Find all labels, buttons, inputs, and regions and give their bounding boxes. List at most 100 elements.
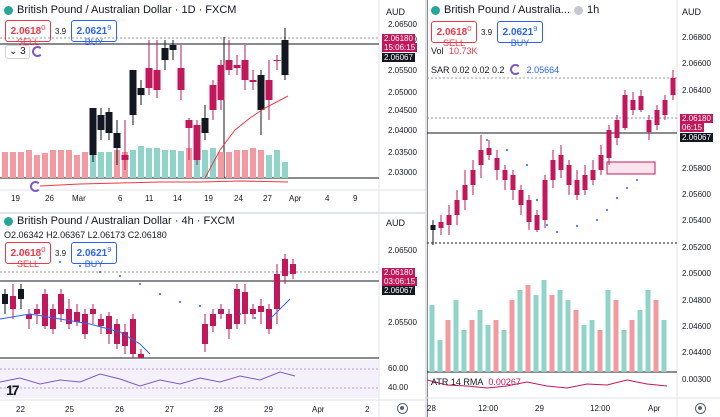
h1-buy-button[interactable]: 2.06219 BUY <box>497 21 543 48</box>
refresh-icon[interactable] <box>510 64 522 75</box>
volume-bar <box>250 148 256 178</box>
candle-body <box>26 314 32 319</box>
candle-body <box>106 316 112 334</box>
h4-chart-title[interactable]: British Pound / Australian Dollar · 4h ·… <box>17 215 235 227</box>
candle-body <box>18 289 24 299</box>
sar-dot <box>596 219 598 221</box>
candle-body <box>518 190 524 205</box>
volume-bar <box>58 150 64 178</box>
candle-body <box>218 309 224 314</box>
candle-body <box>510 175 516 190</box>
h4-sell-button[interactable]: 2.06180 SELL <box>5 242 51 269</box>
volume-bar <box>162 150 168 178</box>
candle-body <box>34 309 40 314</box>
ohlc-l: 2.06173 <box>92 230 126 240</box>
sar-dot <box>179 301 181 303</box>
volume-bar <box>130 150 136 178</box>
volume-bar <box>517 290 523 372</box>
volume-bar <box>170 150 176 178</box>
market-open-dot-icon <box>431 5 440 15</box>
volume-bar <box>266 155 272 178</box>
h4-buy-button[interactable]: 2.06219 BUY <box>71 242 117 269</box>
h1-axis-unit[interactable]: AUD <box>682 7 702 17</box>
volume-bar <box>218 152 224 178</box>
daily-chart-header: British Pound / Australian Dollar · 1D ·… <box>4 4 236 16</box>
h4-x-tick: 28 <box>214 405 223 414</box>
sar-indicator-label[interactable]: SAR 0.02 0.02 0.2 2.05664 <box>431 62 559 75</box>
oscillator-refresh-icon[interactable] <box>30 181 41 192</box>
gear-icon[interactable] <box>695 403 706 414</box>
daily-buy-label: BUY <box>84 37 104 47</box>
candle-body <box>542 180 548 220</box>
volume-bar <box>18 152 24 178</box>
daily-sell-label: SELL <box>16 37 40 47</box>
daily-sell-price: 2.0618 <box>10 26 42 37</box>
horizontal-divider[interactable] <box>0 212 425 214</box>
h4-spread: 3.9 <box>55 249 67 258</box>
candle-body <box>241 60 249 80</box>
daily-x-tick: 19 <box>11 194 20 203</box>
h1-chart-title[interactable]: British Pound / Australia... <box>444 4 570 16</box>
daily-countdown: 15:06:15 <box>382 43 418 52</box>
four-hour-chart-canvas[interactable] <box>0 214 425 417</box>
daily-x-tick: 14 <box>173 194 182 203</box>
daily-chart-canvas[interactable] <box>0 0 425 212</box>
sar-value: 2.05664 <box>526 65 560 75</box>
sar-dot <box>239 313 241 315</box>
h1-x-tick: 12:00 <box>478 404 499 413</box>
sar-dot <box>616 197 618 199</box>
sar-dot <box>576 225 578 227</box>
daily-buy-button[interactable]: 2.06219 BUY <box>71 20 117 47</box>
daily-x-tick: 11 <box>145 194 154 203</box>
candle-body <box>234 289 240 324</box>
h1-timeframe[interactable]: 1h <box>586 4 600 16</box>
daily-sell-sup: 0 <box>41 23 46 32</box>
candle-body <box>670 78 676 95</box>
h4-x-tick: 29 <box>264 405 273 414</box>
daily-chart-panel[interactable]: British Pound / Australian Dollar · 1D ·… <box>0 0 425 212</box>
daily-price-tag: 2.06180 <box>382 34 415 43</box>
sar-dot <box>254 317 256 319</box>
refresh-icon[interactable] <box>32 46 43 57</box>
h4-osc-tick: 60.00 <box>388 364 409 373</box>
volume-indicator-label[interactable]: Vol 10.73K <box>431 46 478 56</box>
candle-body <box>558 155 564 170</box>
h1-sell-button[interactable]: 2.06180 SELL <box>431 21 477 48</box>
hourly-chart-canvas[interactable] <box>427 0 720 417</box>
daily-y-tick: 2.04000 <box>388 126 417 135</box>
volume-bar <box>66 150 72 178</box>
volume-bar <box>461 330 467 372</box>
tradingview-logo[interactable]: 17 <box>6 382 20 398</box>
h4-ohlc: O2.06342 H2.06367 L2.06173 C2.06180 <box>4 230 167 240</box>
daily-axis-unit[interactable]: AUD <box>386 7 406 17</box>
vertical-divider[interactable] <box>425 0 427 417</box>
indicators-collapse-button[interactable]: ⌄ 3 <box>5 45 30 59</box>
oscillator-line <box>0 371 296 387</box>
sar-dot <box>119 275 121 277</box>
daily-sell-button[interactable]: 2.06180 SELL <box>5 20 51 47</box>
h1-y-tick: 2.06600 <box>682 59 711 68</box>
sar-dot <box>526 164 528 166</box>
daily-chart-title[interactable]: British Pound / Australian Dollar · 1D ·… <box>17 4 237 16</box>
volume-bar <box>429 305 435 372</box>
h4-axis-unit[interactable]: AUD <box>386 218 406 228</box>
candle-body <box>10 296 16 309</box>
h4-countdown: 03:06:15 <box>382 277 418 286</box>
sar-dot <box>626 187 628 189</box>
trend-line <box>0 313 151 355</box>
h1-sell-sup: 0 <box>467 24 472 33</box>
h1-x-tick: 12:00 <box>590 404 611 413</box>
hourly-chart-panel[interactable]: British Pound / Australia... 1h 2.06180 … <box>427 0 720 417</box>
atr-indicator-label[interactable]: ATR 14 RMA 0.00267 <box>431 377 521 387</box>
volume-bar <box>2 152 8 178</box>
candle-body <box>534 215 540 230</box>
four-hour-chart-panel[interactable]: British Pound / Australian Dollar · 4h ·… <box>0 214 425 417</box>
daily-y-tick: 2.06500 <box>388 20 417 29</box>
volume-bar <box>485 325 491 372</box>
volume-bar <box>477 310 483 372</box>
sar-dot <box>486 139 488 141</box>
trend-line <box>269 298 291 320</box>
gear-icon[interactable] <box>397 403 408 414</box>
atr-label: ATR 14 RMA <box>431 377 483 387</box>
candle-body <box>114 324 120 344</box>
